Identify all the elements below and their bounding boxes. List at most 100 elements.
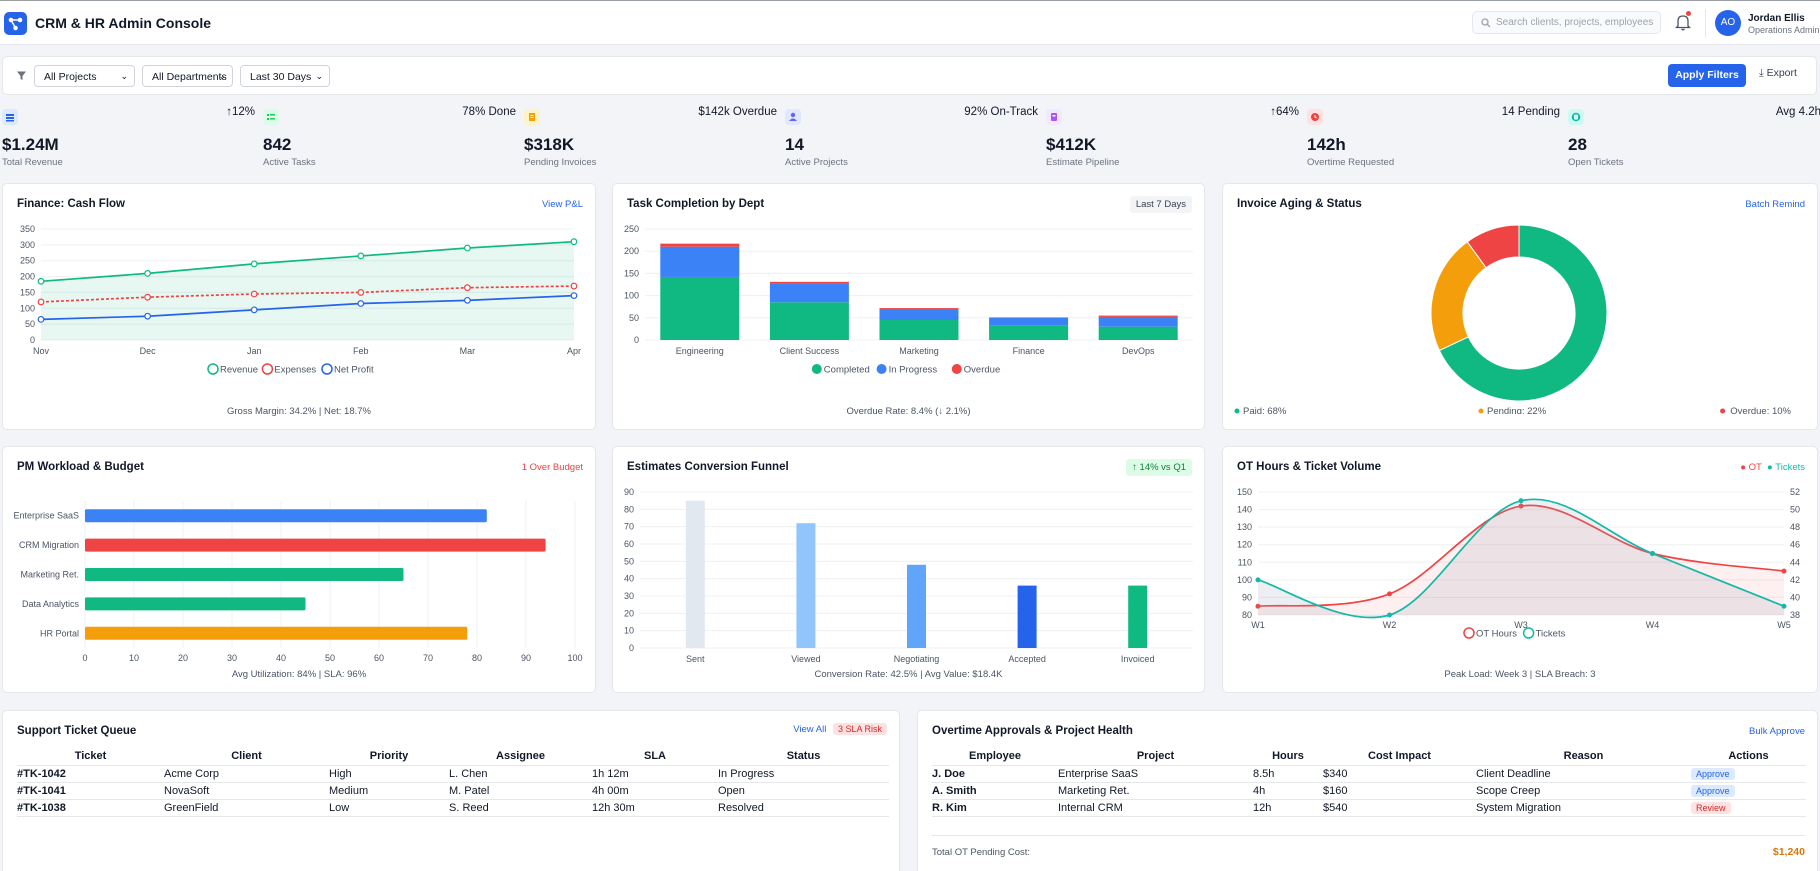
data-point [570,292,578,299]
column-header[interactable]: Employee [932,747,1058,766]
kpi-total-revenue[interactable]: ↑12% $1.24M Total Revenue [0,104,261,172]
bar-overdue [1098,315,1178,317]
kpi-trend: $142k Overdue [698,106,777,118]
x-tick-label: W3 [1514,620,1528,630]
column-header[interactable]: Assignee [449,747,592,766]
table-row[interactable]: #TK-1038 GreenField Low S. Reed 12h 30m Resol… [17,799,889,817]
date-range-value: Last 30 Days [250,71,312,83]
project-select[interactable]: All Projects ⌄ [34,65,135,87]
approve-button[interactable]: Approve [1691,785,1735,797]
data-point [357,289,365,296]
y-tick-label: HR Portal [40,628,79,638]
kpi-value: 14 [785,135,804,154]
legend-label: OT Hours [1476,629,1517,640]
x-tick-label: Feb [353,346,369,356]
table-cell: GreenField [164,799,329,817]
kpi-value: 842 [263,135,292,154]
table-row[interactable]: R. Kim Internal CRM 12h $540 System Migratio… [932,799,1806,817]
cashflow-chart: 0 50 100 150 200 250 300 350 Nov Dec Jan Feb Mar Apr R… [20,224,581,376]
review-button[interactable]: Review [1691,802,1731,814]
column-header[interactable]: Project [1058,747,1253,766]
column-header[interactable]: Reason [1476,747,1691,766]
column-header[interactable]: Hours [1253,747,1323,766]
legend-marker [951,364,962,374]
card-title: Estimates Conversion Funnel [627,461,789,473]
column-header[interactable]: Ticket [17,747,164,766]
notification-bell-icon[interactable] [1674,13,1692,31]
card-title: Overtime Approvals & Project Health [932,725,1133,737]
view-all-link[interactable]: View All [793,724,827,735]
revenue-icon [2,109,18,125]
legend-marker [876,364,887,374]
data-point [1781,568,1787,574]
date-range-select[interactable]: Last 30 Days ⌄ [240,65,330,87]
x-tick-label: 70 [423,653,433,663]
data-point [570,282,578,290]
kpi-value: 28 [1568,135,1587,154]
x-tick-label: Jan [247,346,262,356]
column-header[interactable]: Cost Impact [1323,747,1476,766]
x-tick-label: 90 [521,653,531,663]
donut-slice-pending [1430,241,1487,352]
clock-icon [1307,109,1323,125]
x-tick-label: Apr [567,346,581,356]
x-tick-label: Dec [140,346,157,356]
apply-filters-button[interactable]: Apply Filters [1668,64,1746,87]
column-header[interactable]: SLA [592,747,718,766]
y-tick-label: 80 [1242,610,1252,620]
card-footer: Conversion Rate: 42.5% | Avg Value: $18.… [814,669,1003,680]
legend-marker [1463,627,1475,639]
search-input[interactable]: Search clients, projects, employees [1472,11,1661,34]
kpi-trend: 78% Done [462,106,516,118]
growth-badge: ↑ 14% vs Q1 [1126,459,1192,476]
kpi-label: Total Revenue [2,157,63,168]
department-select[interactable]: All Departments ⌄ [142,65,233,87]
legend-marker [1478,408,1484,414]
avatar[interactable]: AO [1715,10,1741,36]
y-tick-label: 50 [624,556,634,566]
table-row[interactable]: #TK-1041 NovaSoft Medium M. Patel 4h 00m Open [17,782,889,800]
bar-overdue [879,308,959,309]
bulk-approve-link[interactable]: Bulk Approve [1749,726,1805,737]
bar [796,523,816,648]
table-cell: Resolved [718,799,889,817]
kpi-label: Active Projects [785,157,848,168]
series-area [1258,499,1784,618]
export-button[interactable]: ⤓ Export [1759,67,1797,80]
kpi-overtime-requested[interactable]: 14 Pending 142h Overtime Requested [1305,104,1566,172]
view-pl-link[interactable]: View P&L [541,199,583,210]
series-line-revenue [40,240,575,283]
column-header[interactable]: Status [718,747,889,766]
column-header[interactable]: Priority [329,747,449,766]
bar [85,538,546,552]
over-budget-link[interactable]: 1 Over Budget [521,462,583,473]
x-tick-label: 40 [276,653,286,663]
data-point [144,293,152,301]
user-name: Jordan Ellis [1748,13,1805,24]
table-row[interactable]: A. Smith Marketing Ret. 4h $160 Scope Creep A… [932,782,1806,800]
table-cell: #TK-1038 [17,799,164,817]
date-range-badge[interactable]: Last 7 Days [1129,196,1192,213]
data-point [1387,612,1392,618]
kpi-value: $412K [1046,135,1097,154]
kpi-active-tasks[interactable]: 78% Done 842 Active Tasks [261,104,522,172]
y2-tick-label: 46 [1790,540,1800,550]
column-header[interactable]: Client [164,747,329,766]
x-tick-label: W5 [1777,620,1791,630]
pm-workload-card: PM Workload & Budget 1 Over Budget 0 10 20… [2,446,596,693]
kpi-active-projects[interactable]: 92% On-Track 14 Active Projects [783,104,1044,172]
y-tick-label: 150 [624,268,639,278]
batch-remind-link[interactable]: Batch Remind [1745,199,1805,210]
kpi-estimate-pipeline[interactable]: ↑64% $412K Estimate Pipeline [1044,104,1305,172]
bar [85,626,468,640]
column-header[interactable]: Actions [1691,747,1806,766]
table-row[interactable]: J. Doe Enterprise SaaS 8.5h $340 Client Dead… [932,765,1806,783]
y-tick-label: 60 [624,539,634,549]
table-cell: #TK-1042 [17,765,164,783]
approve-button[interactable]: Approve [1691,768,1735,780]
legend-label: Completed [824,365,870,376]
kpi-open-tickets[interactable]: Avg 4.2h 28 Open Tickets [1566,104,1820,172]
y2-tick-label: 42 [1790,575,1800,585]
kpi-pending-invoices[interactable]: $142k Overdue $318K Pending Invoices [522,104,783,172]
table-row[interactable]: #TK-1042 Acme Corp High L. Chen 1h 12m In Pro… [17,765,889,783]
